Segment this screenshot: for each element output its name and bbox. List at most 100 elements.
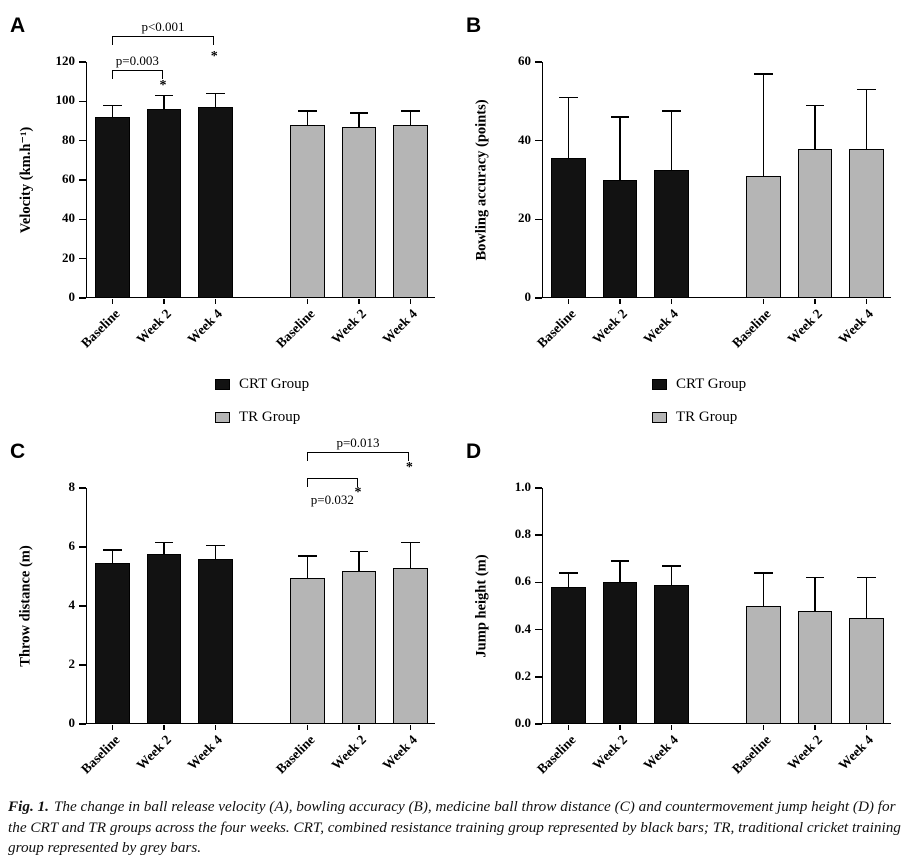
x-axis-tick — [619, 299, 621, 304]
error-bar-cap — [610, 560, 630, 562]
x-axis-tick — [670, 725, 673, 730]
error-bar-stem — [814, 577, 816, 611]
error-bar-cap — [205, 92, 225, 95]
y-axis-tick — [79, 257, 86, 260]
category-label: Baseline — [272, 306, 318, 351]
bar-tr-week-2 — [797, 610, 833, 724]
y-axis-tick — [79, 664, 86, 666]
bar-crt-baseline — [551, 587, 587, 724]
y-axis-tick — [535, 723, 542, 725]
y-axis-tick — [535, 139, 542, 142]
plot-area-bowling-accuracy: 0 20 40 60 — [518, 53, 891, 304]
error-bar-stem — [814, 105, 816, 149]
error-bar-cap — [856, 88, 876, 91]
bar-crt-week-2 — [602, 180, 638, 298]
significance-bracket — [306, 452, 410, 461]
category-label: Week 4 — [379, 306, 420, 347]
y-axis-tick — [79, 297, 86, 299]
y-tick-label: 60 — [62, 171, 75, 186]
bar-crt-week-4 — [197, 558, 233, 724]
x-axis-tick — [762, 299, 765, 304]
y-axis-label-jump-height: Jump height (m) — [473, 554, 490, 658]
error-bar-stem — [567, 572, 570, 588]
y-axis-label-bowling-accuracy: Bowling accuracy (points) — [473, 99, 490, 261]
panel-label-A: A — [10, 14, 26, 37]
error-bar-cap — [400, 541, 420, 544]
bar-crt-baseline — [551, 158, 587, 298]
significance-p-value: p=0.032 — [310, 492, 354, 507]
x-axis-tick — [762, 725, 765, 730]
legend-swatch-black — [215, 379, 230, 390]
error-bar-stem — [214, 93, 217, 108]
bar-tr-week-4 — [848, 617, 884, 724]
significance-star: * — [210, 49, 218, 64]
error-bar-stem — [163, 95, 165, 110]
y-tick-label: 0.4 — [514, 620, 531, 636]
legend-item: CRT Group — [652, 376, 746, 393]
x-axis-tick — [865, 299, 868, 304]
category-label: Week 2 — [784, 732, 825, 773]
bar-tr-week-2 — [341, 570, 377, 724]
plot-area-velocity: 0 20 40 60 80 100 120 — [56, 53, 435, 304]
category-label: Baseline — [272, 732, 318, 777]
y-axis-tick — [79, 605, 86, 607]
y-axis-tick — [79, 218, 86, 221]
error-bar-cap — [103, 549, 123, 551]
bar-crt-week-4 — [653, 584, 689, 724]
legend-right: CRT Group TR Group — [652, 376, 746, 442]
category-label: Baseline — [533, 732, 579, 777]
y-tick-label: 4 — [68, 597, 76, 612]
caption-figure-number: Fig. 1. — [8, 798, 49, 815]
error-bar-stem — [214, 545, 217, 559]
x-axis-tick — [567, 299, 570, 304]
error-bar-cap — [661, 110, 681, 112]
y-tick-label: 0 — [68, 715, 76, 730]
error-bar-stem — [865, 89, 868, 149]
error-bar-cap — [754, 572, 774, 574]
significance-bracket — [306, 478, 358, 487]
error-bar-cap — [805, 104, 825, 107]
y-tick-label: 2 — [68, 656, 76, 671]
x-axis-tick — [111, 725, 114, 730]
error-bar-cap — [559, 96, 579, 99]
y-tick-label: 0 — [68, 289, 76, 304]
y-tick-label: 40 — [518, 131, 531, 147]
y-axis-tick — [79, 139, 86, 142]
error-bar-stem — [670, 111, 673, 171]
x-axis-tick — [306, 299, 309, 304]
error-bar-stem — [409, 542, 412, 568]
panel-A: A Velocity (km.h⁻¹) 0 20 40 60 80 100 120 Base… — [4, 6, 449, 368]
bar-crt-baseline — [95, 563, 131, 724]
category-label: Week 2 — [133, 306, 174, 347]
error-bar-cap — [754, 73, 774, 75]
y-tick-label: 0.6 — [514, 573, 531, 589]
significance-star: * — [354, 485, 362, 500]
category-label: Baseline — [77, 306, 123, 351]
bar-crt-week-2 — [146, 109, 182, 298]
category-label: Week 2 — [328, 306, 369, 347]
y-axis-tick — [535, 628, 542, 631]
y-tick-label: 0 — [524, 289, 532, 304]
bar-tr-week-2 — [797, 148, 833, 298]
bar-tr-baseline — [290, 124, 326, 298]
error-bar-stem — [670, 565, 673, 585]
y-axis-tick — [79, 546, 86, 548]
x-axis-tick — [865, 725, 868, 730]
y-tick-label: 20 — [518, 210, 531, 226]
error-bar-stem — [306, 555, 309, 578]
error-bar-cap — [349, 550, 369, 553]
error-bar-cap — [103, 104, 123, 107]
figure-caption: Fig. 1. The change in ball release veloci… — [8, 797, 905, 856]
legend-swatch-black — [652, 379, 667, 390]
bar-crt-week-2 — [146, 554, 182, 724]
x-axis-tick — [111, 299, 114, 304]
error-bar-cap — [805, 576, 825, 579]
error-bar-stem — [111, 105, 114, 118]
y-tick-label: 6 — [68, 538, 76, 553]
category-label: Week 4 — [379, 732, 420, 773]
caption-text: The change in ball release velocity (A),… — [8, 798, 901, 856]
legend-label: CRT Group — [239, 376, 310, 392]
legend-item: CRT Group — [215, 376, 309, 393]
